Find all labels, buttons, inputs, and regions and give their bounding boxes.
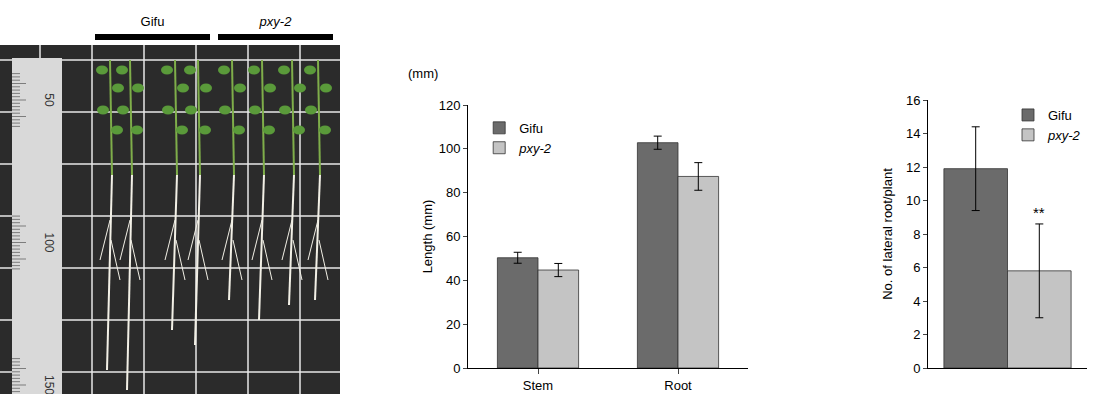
svg-text:0: 0 bbox=[453, 361, 460, 376]
svg-text:150: 150 bbox=[42, 375, 56, 394]
svg-text:120: 120 bbox=[439, 98, 461, 113]
svg-text:80: 80 bbox=[446, 185, 460, 200]
svg-text:Gifu: Gifu bbox=[141, 14, 165, 29]
svg-text:8: 8 bbox=[913, 227, 920, 242]
svg-text:16: 16 bbox=[906, 93, 920, 108]
svg-text:Length (mm): Length (mm) bbox=[420, 200, 435, 274]
svg-text:pxy-2: pxy-2 bbox=[1047, 128, 1081, 143]
svg-text:Gifu: Gifu bbox=[1048, 108, 1072, 123]
svg-text:No. of lateral root/plant: No. of lateral root/plant bbox=[880, 168, 895, 300]
svg-text:**: ** bbox=[1033, 204, 1045, 221]
svg-text:0: 0 bbox=[913, 361, 920, 376]
svg-text:14: 14 bbox=[906, 126, 920, 141]
svg-text:10: 10 bbox=[906, 193, 920, 208]
svg-text:pxy-2: pxy-2 bbox=[518, 141, 552, 156]
svg-text:(mm): (mm) bbox=[408, 66, 438, 81]
svg-text:6: 6 bbox=[913, 260, 920, 275]
svg-text:2: 2 bbox=[913, 327, 920, 342]
svg-text:60: 60 bbox=[446, 229, 460, 244]
svg-text:50: 50 bbox=[42, 93, 56, 107]
svg-text:100: 100 bbox=[439, 141, 461, 156]
svg-text:100: 100 bbox=[42, 232, 56, 252]
svg-text:20: 20 bbox=[446, 317, 460, 332]
svg-text:Stem: Stem bbox=[523, 378, 553, 393]
svg-text:pxy-2: pxy-2 bbox=[259, 14, 293, 29]
svg-text:40: 40 bbox=[446, 273, 460, 288]
svg-text:Gifu: Gifu bbox=[519, 121, 543, 136]
svg-text:4: 4 bbox=[913, 294, 920, 309]
svg-text:12: 12 bbox=[906, 160, 920, 175]
svg-text:Root: Root bbox=[664, 378, 692, 393]
